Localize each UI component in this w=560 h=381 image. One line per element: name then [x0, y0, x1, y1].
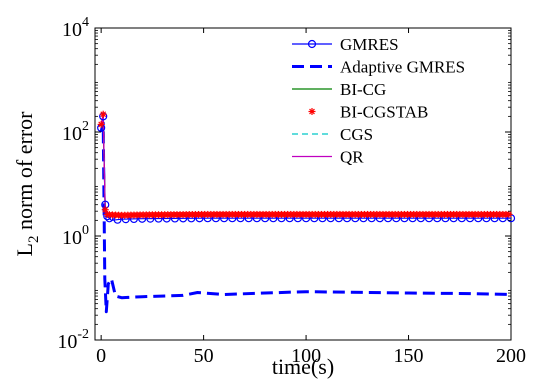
x-tick-label: 0 — [96, 345, 106, 367]
x-axis-label: time(s) — [272, 354, 334, 379]
ticks-layer: 0 50 100 150 200 10-2 100 102 104 — [57, 15, 526, 367]
x-tick-label: 200 — [496, 345, 526, 367]
y-axis-label: L2 norm of error — [12, 111, 42, 257]
legend-label-cgs: CGS — [340, 125, 373, 144]
legend-label-gmres: GMRES — [340, 35, 399, 54]
y-tick-label: 102 — [62, 119, 89, 145]
x-tick-label: 100 — [291, 345, 321, 367]
x-tick-label: 50 — [194, 345, 214, 367]
legend-label-adaptive-gmres: Adaptive GMRES — [340, 58, 465, 77]
legend-entry-cgs: CGS — [292, 125, 373, 144]
legend: GMRES Adaptive GMRES BI-CG BI-CGSTAB CGS QR — [292, 35, 465, 167]
legend-entry-bi-cgstab: BI-CGSTAB — [308, 103, 428, 122]
y-axis-label-sub: 2 — [26, 236, 42, 244]
data-point-bi-cgstab — [505, 210, 513, 218]
y-tick-label: 104 — [62, 15, 89, 41]
svg-text:L2 norm of error: L2 norm of error — [12, 111, 42, 257]
legend-entry-bi-cg: BI-CG — [292, 80, 386, 99]
legend-label-qr: QR — [340, 148, 364, 167]
legend-entry-adaptive-gmres: Adaptive GMRES — [292, 58, 465, 77]
legend-entry-qr: QR — [292, 148, 364, 167]
y-axis-label-main: L — [12, 243, 37, 256]
y-axis-label-rest: norm of error — [12, 111, 37, 236]
legend-label-bi-cg: BI-CG — [340, 80, 386, 99]
series-markers-bi-cgstab — [97, 110, 513, 219]
legend-marker-bi-cgstab — [308, 108, 316, 115]
series-layer — [97, 110, 516, 314]
y-tick-label: 10-2 — [57, 327, 89, 353]
plot-area — [94, 27, 512, 341]
data-point-bi-cgstab — [99, 110, 107, 118]
legend-entry-gmres: GMRES — [292, 35, 399, 54]
legend-label-bi-cgstab: BI-CGSTAB — [340, 103, 428, 122]
x-tick-label: 150 — [394, 345, 424, 367]
legend-marker-gmres — [307, 39, 317, 49]
series-line-adaptive-gmres — [99, 121, 512, 314]
y-tick-label: 100 — [62, 223, 89, 249]
data-point-bi-cgstab — [97, 120, 105, 128]
